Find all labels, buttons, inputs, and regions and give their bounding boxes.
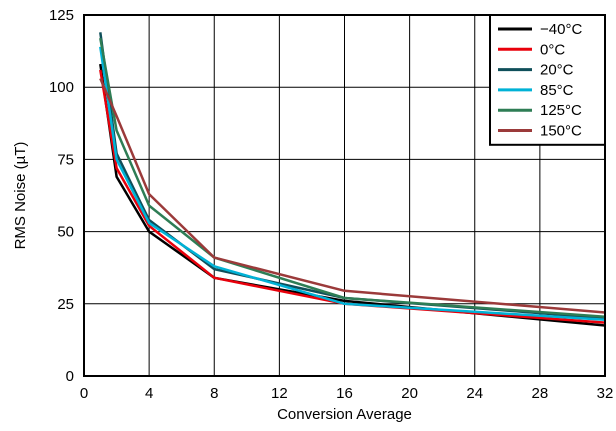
y-tick-label: 100 (49, 79, 74, 96)
y-tick-label: 0 (66, 368, 74, 385)
legend-label: 0°C (540, 41, 565, 58)
series-line (99, 78, 606, 314)
legend-label: 150°C (540, 123, 582, 140)
legend-label: −40°C (540, 21, 582, 38)
y-axis-title: RMS Noise (µT) (12, 142, 29, 250)
plot-frame (83, 14, 606, 377)
series-line (99, 46, 606, 321)
series-line (99, 37, 606, 319)
series-lines (99, 32, 606, 327)
x-tick-label: 24 (466, 385, 483, 402)
legend: −40°C 0°C 20°C 85°C 125°C 150°C (489, 14, 606, 146)
x-tick-label: 28 (532, 385, 549, 402)
x-tick-label: 20 (401, 385, 418, 402)
y-tick-label: 125 (49, 7, 74, 24)
y-tick-label: 25 (57, 296, 74, 313)
x-tick-label: 32 (597, 385, 614, 402)
legend-label: 125°C (540, 102, 582, 119)
x-tick-label: 12 (271, 385, 288, 402)
y-tick-label: 75 (57, 151, 74, 168)
axis-ticks: 0 4 8 12 16 20 24 28 32 0 25 50 75 100 125 (49, 7, 613, 402)
x-tick-label: 16 (336, 385, 353, 402)
x-axis-title: Conversion Average (277, 406, 412, 423)
y-tick-label: 50 (57, 224, 74, 241)
x-tick-label: 0 (80, 385, 88, 402)
x-tick-label: 4 (145, 385, 153, 402)
legend-label: 20°C (540, 62, 574, 79)
legend-box (489, 14, 606, 146)
x-tick-label: 8 (210, 385, 218, 402)
legend-label: 85°C (540, 82, 574, 99)
